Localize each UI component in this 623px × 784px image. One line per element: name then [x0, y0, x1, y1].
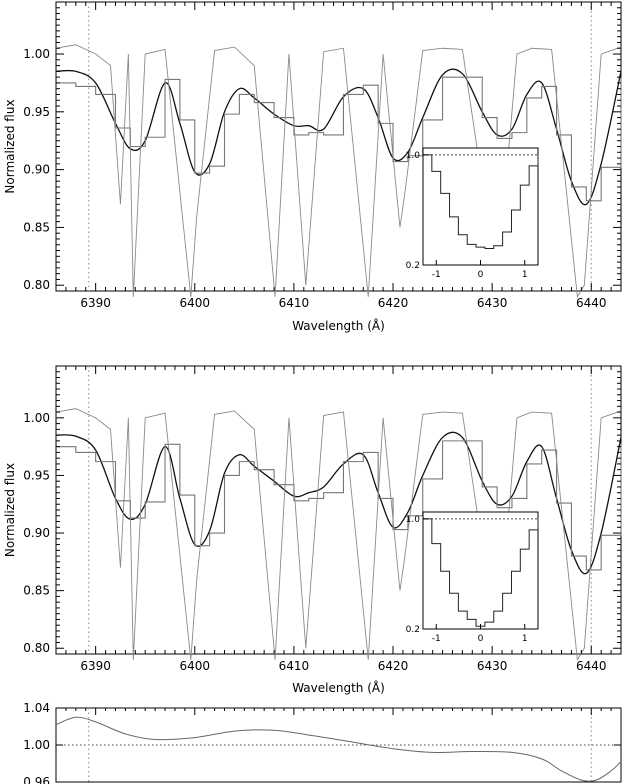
y-axis-title: Normalized flux	[3, 99, 17, 193]
series-ratio	[55, 716, 622, 782]
inset-x-tick-label: -1	[432, 270, 441, 280]
inset-y-tick-label: 0.2	[406, 261, 420, 271]
x-tick-label: 6420	[378, 296, 409, 310]
inset-x-tick-label: 1	[522, 634, 528, 644]
y-tick-label: 0.95	[23, 468, 50, 482]
panel-bottom: 1.04 1.00 0.96	[23, 701, 622, 784]
inset-panel: -1 0 1 1.0 0.2	[406, 147, 539, 280]
inset-y-tick-label: 0.2	[406, 625, 420, 635]
inset-x-tick-label: 1	[522, 270, 528, 280]
inset-frame	[422, 511, 539, 630]
x-tick-label: 6400	[179, 659, 210, 673]
series-telluric	[55, 44, 622, 299]
y-tick-label: 0.90	[23, 163, 50, 177]
inset-x-tick-label: 0	[478, 270, 484, 280]
inset-y-tick-label: 1.0	[406, 515, 421, 525]
y-tick-label: 0.85	[23, 584, 50, 598]
inset-profile	[423, 518, 539, 627]
y-tick-label: 1.00	[23, 47, 50, 61]
x-axis-title: Wavelength (Å)	[292, 680, 385, 695]
panel-top: 6390 6400 6410 6420 6430 6440 0.80 0.85 0.90 0.95…	[3, 1, 622, 333]
x-tick-label: 6410	[279, 659, 310, 673]
x-tick-label: 6430	[477, 296, 508, 310]
y-tick-label: 0.95	[23, 105, 50, 119]
panel-middle: 6390 6400 6410 6420 6430 6440 0.80 0.85 0.90 0.95…	[3, 365, 622, 695]
y-tick-label: 1.04	[23, 701, 50, 715]
y-tick-label: 0.80	[23, 641, 50, 655]
series-observed-binned	[56, 440, 622, 571]
inset-panel: -1 0 1 1.0 0.2	[406, 511, 539, 644]
inset-y-tick-label: 1.0	[406, 151, 421, 161]
x-tick-label: 6390	[80, 296, 111, 310]
x-tick-label: 6400	[179, 296, 210, 310]
inset-profile	[423, 154, 539, 249]
inset-frame	[422, 147, 539, 266]
x-tick-label: 6410	[279, 296, 310, 310]
y-tick-label: 0.90	[23, 526, 50, 540]
y-tick-label: 1.00	[23, 738, 50, 752]
y-tick-label: 0.85	[23, 220, 50, 234]
x-axis-title: Wavelength (Å)	[292, 318, 385, 333]
inset-x-tick-label: 0	[478, 634, 484, 644]
x-tick-label: 6430	[477, 659, 508, 673]
y-tick-label: 0.96	[23, 775, 50, 784]
y-axis-title: Normalized flux	[3, 463, 17, 557]
x-tick-label: 6440	[576, 296, 607, 310]
inset-x-tick-label: -1	[432, 634, 441, 644]
y-tick-label: 1.00	[23, 411, 50, 425]
x-tick-label: 6390	[80, 659, 111, 673]
x-tick-label: 6440	[576, 659, 607, 673]
x-tick-label: 6420	[378, 659, 409, 673]
series-observed-binned	[56, 76, 622, 202]
y-tick-label: 0.80	[23, 278, 50, 292]
series-telluric	[55, 408, 622, 662]
